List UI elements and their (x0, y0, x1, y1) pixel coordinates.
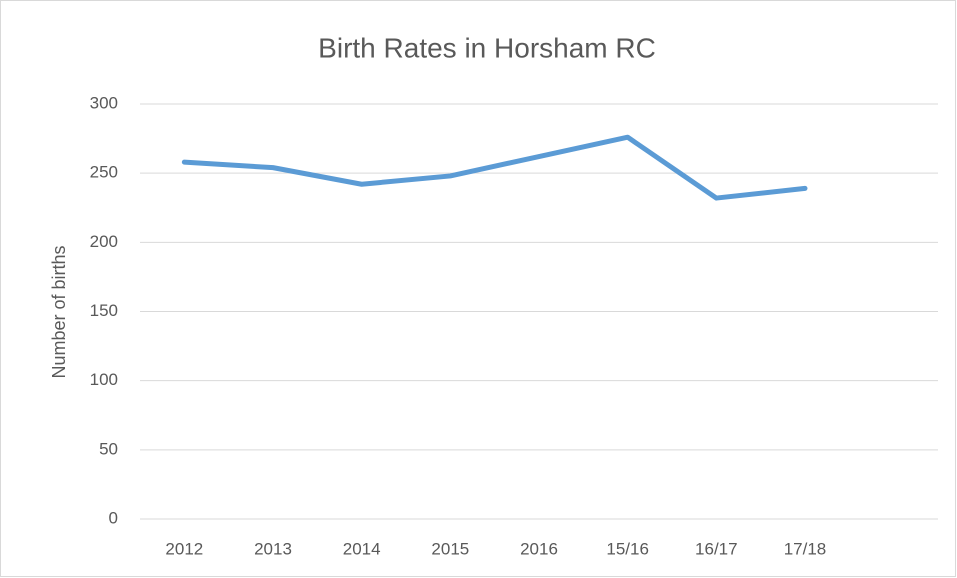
data-line (181, 134, 808, 201)
x-tick-label: 2015 (431, 539, 469, 558)
y-tick-label: 150 (90, 301, 118, 320)
y-tick-label: 300 (90, 93, 118, 112)
x-tick-label: 2014 (343, 539, 381, 558)
y-tick-label: 100 (90, 370, 118, 389)
x-tick-label: 2012 (165, 539, 203, 558)
chart-title: Birth Rates in Horsham RC (318, 32, 656, 63)
x-tick-label: 15/16 (606, 539, 649, 558)
y-tick-label: 0 (109, 508, 118, 527)
x-tick-label: 2013 (254, 539, 292, 558)
y-tick-label: 200 (90, 232, 118, 251)
y-tick-label: 250 (90, 163, 118, 182)
x-tick-label: 16/17 (695, 539, 738, 558)
y-axis-title: Number of births (49, 245, 69, 378)
y-tick-label: 50 (99, 439, 118, 458)
x-tick-label: 17/18 (784, 539, 827, 558)
x-tick-label: 2016 (520, 539, 558, 558)
